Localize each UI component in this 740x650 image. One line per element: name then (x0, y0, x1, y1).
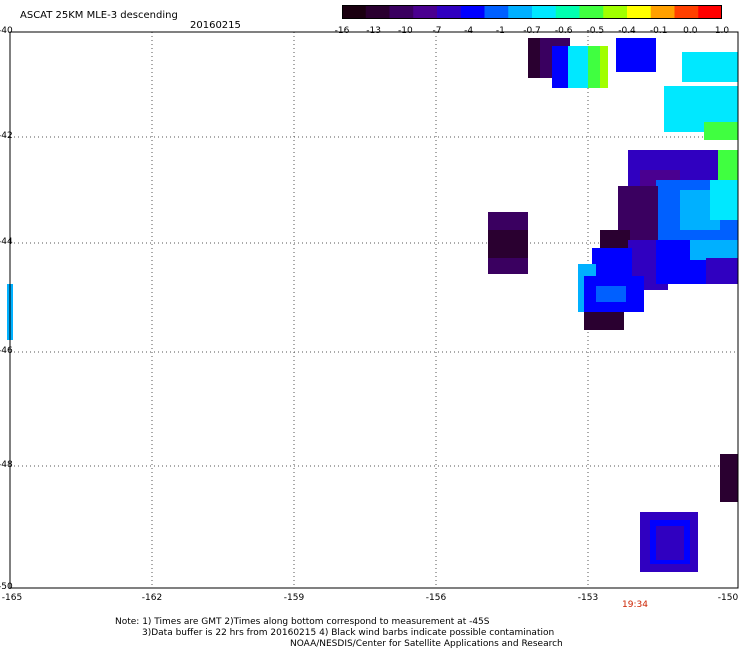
longitude-label: -165 (1, 593, 23, 603)
colorbar-segment (674, 5, 699, 19)
wind-cell (488, 230, 528, 258)
wind-cell (528, 38, 540, 78)
longitude-label: -156 (425, 593, 447, 603)
wind-cell (588, 46, 600, 88)
colorbar-tick-label: -0.6 (554, 26, 573, 36)
colorbar-tick-label: -0.7 (523, 26, 541, 36)
colorbar-segment (437, 5, 462, 19)
wind-cell (592, 248, 632, 278)
colorbar-segment (389, 5, 414, 19)
wind-cell (682, 52, 738, 82)
wind-cell (616, 38, 656, 72)
latitude-label: -48 (0, 460, 13, 470)
colorbar-tick-label: 1.0 (714, 26, 730, 36)
note-line-2: 3)Data buffer is 22 hrs from 20160215 4)… (142, 628, 555, 638)
colorbar-segment (555, 5, 580, 19)
colorbar-tick-label: -10 (397, 26, 413, 36)
colorbar-segment (342, 5, 367, 19)
note-line-3: NOAA/NESDIS/Center for Satellite Applica… (290, 639, 563, 649)
map-title: ASCAT 25KM MLE-3 descending (20, 10, 178, 21)
longitude-label: -159 (283, 593, 305, 603)
wind-cell (656, 526, 684, 560)
wind-cell (704, 122, 738, 140)
colorbar (342, 5, 722, 19)
map-date: 20160215 (190, 20, 241, 31)
latitude-label: -46 (0, 346, 13, 356)
wind-cell (596, 286, 626, 302)
wind-cell (706, 258, 738, 284)
latitude-label: -42 (0, 131, 13, 141)
wind-cell (690, 240, 738, 260)
map-grid (10, 32, 738, 588)
wind-cell (584, 312, 624, 330)
colorbar-segment (413, 5, 438, 19)
map-frame (9, 31, 739, 589)
colorbar-tick-label: -0.1 (649, 26, 668, 36)
longitude-label: -162 (141, 593, 163, 603)
wind-cell (600, 46, 608, 88)
colorbar-tick-label: -4 (464, 26, 474, 36)
map-border (9, 31, 739, 589)
time-label: 19:34 (622, 600, 648, 610)
colorbar-tick-label: -13 (366, 26, 382, 36)
colorbar-segment (484, 5, 509, 19)
colorbar-segment (698, 5, 722, 19)
colorbar-segment (532, 5, 557, 19)
colorbar-tick-label: -7 (432, 26, 442, 36)
colorbar-tick-label: -16 (334, 26, 350, 36)
note-line-1: Note: 1) Times are GMT 2)Times along bot… (115, 617, 490, 627)
colorbar-segment (627, 5, 652, 19)
colorbar-segment (579, 5, 604, 19)
wind-data-cells (7, 38, 738, 572)
colorbar-tick-label: -0.4 (618, 26, 636, 36)
colorbar-segment (460, 5, 485, 19)
colorbar-segment (365, 5, 390, 19)
latitude-label: -44 (0, 237, 13, 247)
colorbar-tick-label: -0.5 (586, 26, 605, 36)
wind-cell (718, 150, 738, 180)
colorbar-segment (603, 5, 628, 19)
latitude-label: -40 (0, 26, 13, 36)
wind-cell (720, 454, 738, 502)
colorbar-segment (650, 5, 675, 19)
colorbar-tick-label: 0.0 (683, 26, 698, 36)
longitude-label: -153 (577, 593, 599, 603)
latitude-label: -50 (0, 582, 13, 592)
wind-cell (568, 46, 590, 88)
colorbar-segment (508, 5, 533, 19)
longitude-label: -150 (717, 593, 739, 603)
colorbar-tick-label: -1 (495, 26, 505, 36)
wind-cell (710, 180, 738, 220)
wind-cell (552, 46, 570, 88)
